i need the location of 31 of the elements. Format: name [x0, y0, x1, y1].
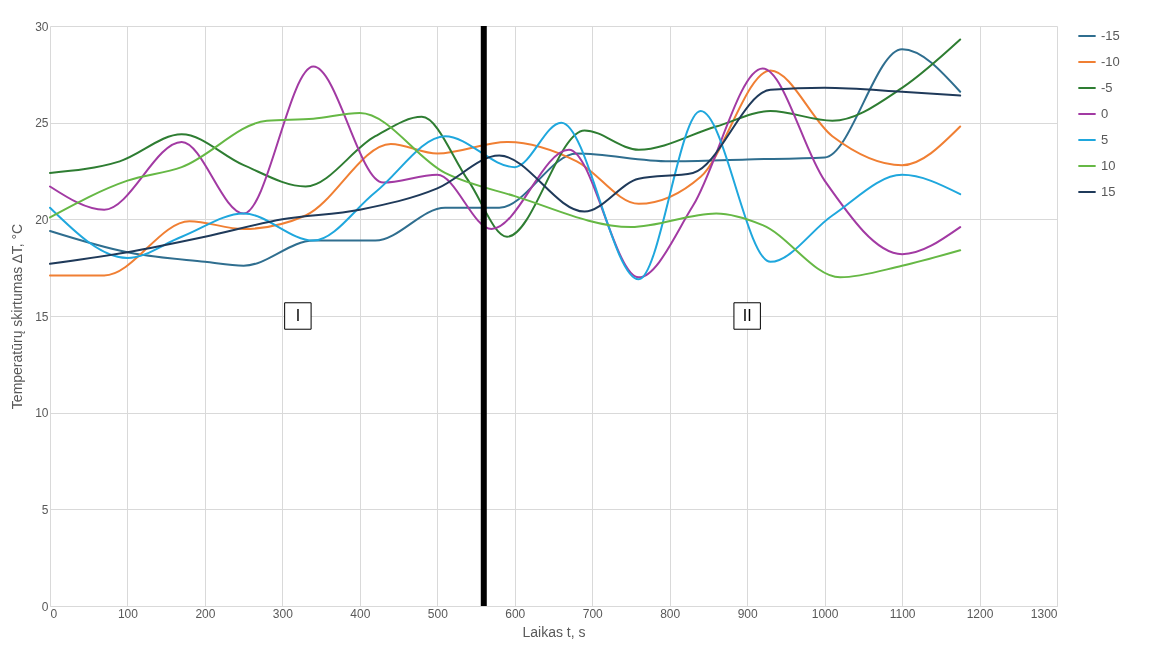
x-tick-label: 700	[582, 606, 604, 621]
x-tick-label: 400	[350, 606, 371, 621]
x-tick-label: 500	[427, 606, 449, 621]
legend-label: 5	[1101, 132, 1109, 147]
x-tick-label: 100	[117, 606, 139, 621]
x-tick-label: 1300	[1030, 606, 1058, 621]
x-tick-label: 800	[660, 606, 681, 621]
annotation: I	[295, 307, 301, 324]
legend-label: 0	[1101, 106, 1109, 121]
x-tick-label: 1100	[889, 606, 916, 621]
y-tick-label: 30	[35, 19, 49, 34]
annotation: II	[742, 307, 752, 324]
x-tick-label: 900	[737, 606, 758, 621]
legend-label: -10	[1101, 54, 1120, 69]
y-tick-label: 10	[35, 406, 49, 421]
line-series	[49, 38, 962, 238]
x-tick-label: 1000	[811, 606, 839, 621]
x-tick-label: 1200	[966, 606, 994, 621]
x-axis-title: Laikas t, s	[522, 623, 586, 640]
x-tick-label: 600	[505, 606, 526, 621]
y-tick-label: 5	[41, 502, 49, 517]
legend-label: -15	[1101, 28, 1120, 43]
y-tick-label: 25	[35, 116, 49, 131]
x-tick-label: 300	[272, 606, 294, 621]
legend-label: 15	[1101, 184, 1116, 199]
legend-label: 10	[1101, 158, 1116, 173]
legend-label: -5	[1101, 80, 1113, 95]
y-axis-title: Temperatūrų skirtumas ∆T, °C	[9, 223, 26, 410]
y-tick-label: 20	[35, 212, 49, 227]
y-tick-label: 15	[35, 309, 49, 324]
x-tick-label: 200	[195, 606, 216, 621]
